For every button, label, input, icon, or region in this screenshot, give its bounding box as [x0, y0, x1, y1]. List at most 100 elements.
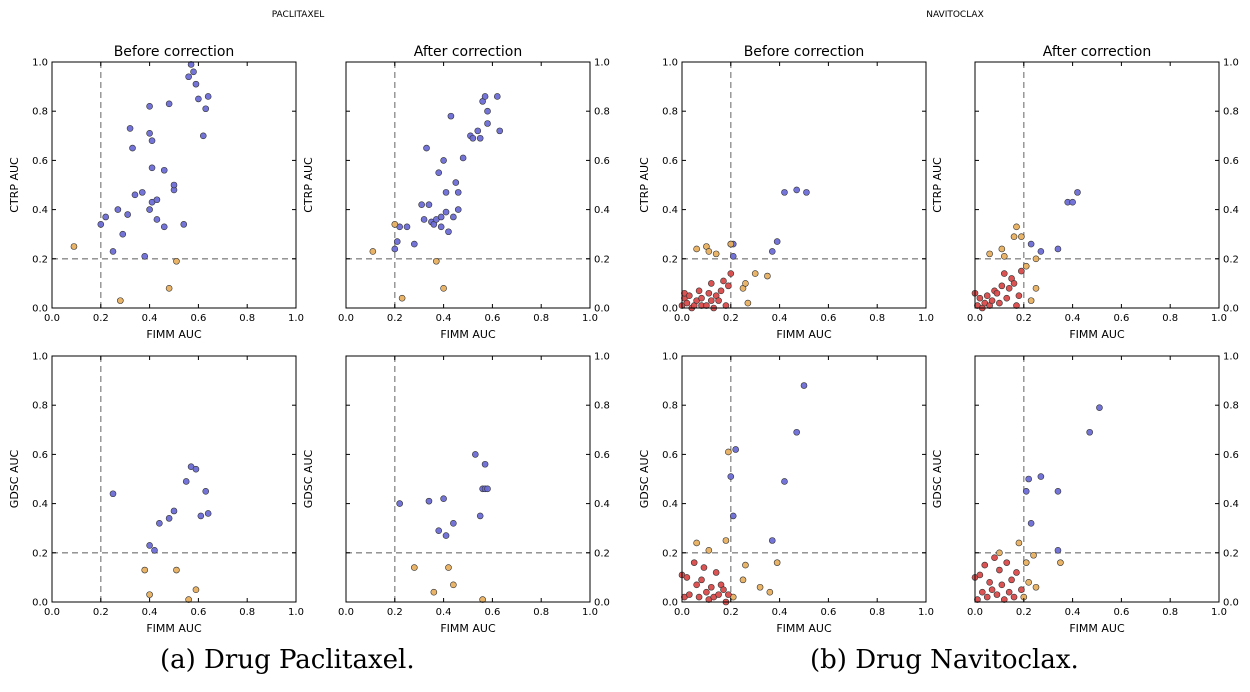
data-point-orange: [146, 591, 153, 598]
data-point-blue: [1022, 487, 1030, 495]
x-tick-label: 1.0: [288, 607, 304, 618]
data-point-blue: [732, 446, 739, 453]
data-point-blue: [435, 527, 443, 534]
plot-frame: [681, 355, 927, 603]
data-point-red: [683, 299, 691, 307]
x-tick-label: 0.8: [239, 607, 255, 618]
data-point-blue: [476, 512, 484, 520]
x-tick-label: 0.6: [1113, 313, 1129, 324]
x-tick-label: 0.4: [1065, 607, 1081, 618]
x-tick-label: 0.8: [869, 313, 885, 324]
data-point-red: [693, 581, 700, 589]
data-point-orange: [998, 245, 1006, 253]
x-tick-label: 0.8: [533, 313, 549, 324]
data-point-blue: [403, 223, 411, 231]
data-point-orange: [693, 245, 700, 253]
data-point-orange: [1032, 255, 1040, 263]
data-point-blue: [454, 189, 462, 196]
plot-frame: [974, 355, 1220, 603]
x-tick-label: 0.6: [484, 607, 500, 618]
data-point-orange: [117, 297, 124, 304]
data-point-blue: [469, 134, 477, 142]
x-tick-label: 0.6: [190, 313, 206, 324]
panel-title: Before correction: [114, 44, 235, 60]
data-point-blue: [484, 107, 491, 115]
y-tick-label: 1.0: [1223, 352, 1239, 363]
data-point-blue: [195, 95, 202, 103]
x-tick-label: 0.4: [142, 607, 158, 618]
x-tick-label: 0.6: [484, 313, 500, 324]
x-tick-label: 0.0: [674, 607, 690, 618]
y-tick-label: 0.2: [1223, 254, 1239, 265]
data-point-blue: [129, 144, 136, 152]
x-tick-label: 0.2: [1016, 313, 1032, 324]
plot-frame: [974, 61, 1220, 309]
data-point-blue: [442, 208, 450, 216]
data-point-orange: [773, 559, 781, 566]
data-point-blue: [481, 93, 489, 100]
x-tick-label: 0.4: [436, 607, 452, 618]
y-tick-label: 0.0: [662, 304, 678, 315]
data-point-red: [991, 554, 998, 562]
data-point-blue: [192, 465, 200, 473]
data-point-orange: [751, 270, 759, 277]
y-tick-label: 1.0: [32, 58, 48, 69]
y-tick-label: 0.4: [594, 499, 610, 510]
data-point-blue: [204, 510, 212, 517]
y-tick-label: 0.2: [594, 548, 610, 559]
data-point-red: [712, 569, 720, 576]
data-point-blue: [435, 169, 443, 176]
data-point-blue: [1037, 248, 1045, 255]
data-point-blue: [420, 216, 428, 223]
x-tick-label: 1.0: [918, 607, 934, 618]
data-point-blue: [411, 240, 418, 248]
y-tick-label: 0.8: [32, 401, 48, 412]
data-point-orange: [432, 257, 440, 265]
data-point-blue: [474, 127, 482, 135]
y-tick-label: 0.0: [1223, 598, 1239, 609]
data-point-red: [993, 289, 1001, 297]
data-point-blue: [190, 68, 197, 76]
x-tick-label: 0.0: [44, 313, 60, 324]
data-point-red: [690, 559, 698, 566]
x-tick-label: 0.8: [239, 313, 255, 324]
data-point-orange: [705, 248, 713, 255]
x-tick-label: 0.4: [436, 313, 452, 324]
data-point-red: [727, 270, 735, 277]
data-point-blue: [484, 120, 491, 127]
data-point-orange: [1032, 285, 1040, 292]
y-tick-label: 0.4: [662, 499, 678, 510]
data-point-orange: [70, 243, 78, 250]
data-point-blue: [484, 485, 491, 493]
data-point-blue: [1027, 519, 1035, 527]
data-point-red: [715, 591, 722, 598]
x-axis-label: FIMM AUC: [146, 622, 202, 635]
data-point-blue: [151, 547, 158, 554]
data-point-red: [725, 591, 732, 598]
x-tick-label: 0.2: [723, 313, 739, 324]
y-axis-label: GDSC AUC: [302, 449, 315, 508]
y-tick-label: 0.2: [662, 548, 678, 559]
data-point-red: [983, 292, 991, 300]
data-point-blue: [138, 189, 146, 196]
data-point-orange: [1032, 583, 1040, 591]
x-tick-label: 0.4: [1065, 313, 1081, 324]
y-tick-label: 0.6: [32, 450, 48, 461]
x-tick-label: 0.2: [93, 607, 109, 618]
scatter-panels: Before correction 0.0 0.2 0.4 0.6 0.8 1.0 0.0 0.…: [8, 44, 1239, 635]
data-point-blue: [1054, 487, 1062, 495]
x-axis-label: FIMM AUC: [776, 328, 832, 341]
data-point-blue: [199, 132, 207, 140]
panel-8: 0.0 0.2 0.4 0.6 0.8 1.00.00.20.40.60.81.0FIMM…: [931, 352, 1239, 636]
data-point-orange: [411, 564, 418, 571]
x-tick-label: 0.0: [44, 607, 60, 618]
data-point-blue: [1027, 240, 1035, 248]
data-point-orange: [1015, 539, 1023, 547]
data-point-blue: [481, 460, 489, 468]
data-point-red: [986, 579, 993, 586]
data-point-blue: [423, 144, 430, 152]
data-point-blue: [153, 216, 161, 223]
data-point-red: [717, 287, 725, 295]
x-axis-label: FIMM AUC: [1069, 622, 1125, 635]
y-axis-label: GDSC AUC: [638, 449, 651, 508]
